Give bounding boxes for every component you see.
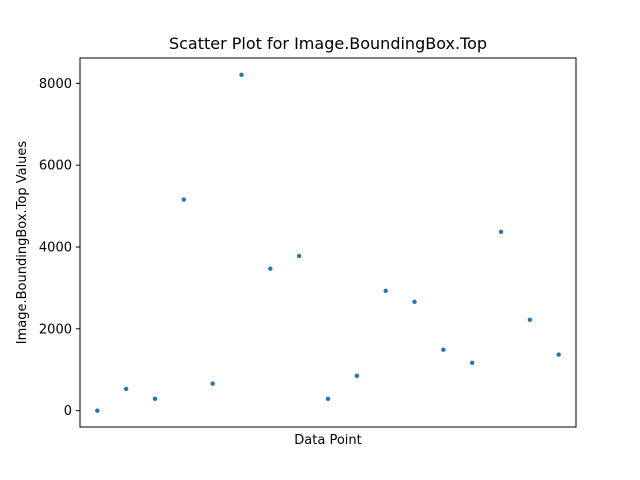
- data-point: [181, 197, 187, 202]
- data-point: [383, 288, 388, 293]
- data-point: [498, 229, 504, 235]
- data-point: [325, 396, 331, 401]
- data-point: [95, 408, 100, 413]
- data-point: [123, 386, 129, 392]
- data-point: [268, 266, 273, 271]
- data-point: [527, 317, 533, 323]
- y-axis-label: Image.BoundingBox.Top Values: [15, 141, 30, 345]
- y-tick-label: 0: [64, 404, 72, 419]
- y-tick-label: 2000: [39, 322, 72, 337]
- data-point: [296, 253, 302, 259]
- data-point: [210, 381, 215, 386]
- y-tick-label: 6000: [39, 159, 72, 174]
- data-point: [441, 347, 446, 352]
- data-point: [556, 352, 561, 357]
- data-point: [354, 373, 360, 379]
- data-point: [469, 360, 475, 365]
- data-points: [95, 72, 561, 413]
- y-tick-label: 4000: [39, 241, 72, 256]
- chart-title: Scatter Plot for Image.BoundingBox.Top: [169, 34, 487, 53]
- data-point: [152, 396, 158, 401]
- data-point: [239, 72, 244, 77]
- plot-frame: [79, 57, 577, 428]
- data-point: [412, 299, 417, 305]
- y-tick-label: 8000: [39, 77, 72, 92]
- x-axis-label: Data Point: [294, 433, 361, 448]
- y-axis: 0 2000 4000 6000 8000: [39, 77, 80, 419]
